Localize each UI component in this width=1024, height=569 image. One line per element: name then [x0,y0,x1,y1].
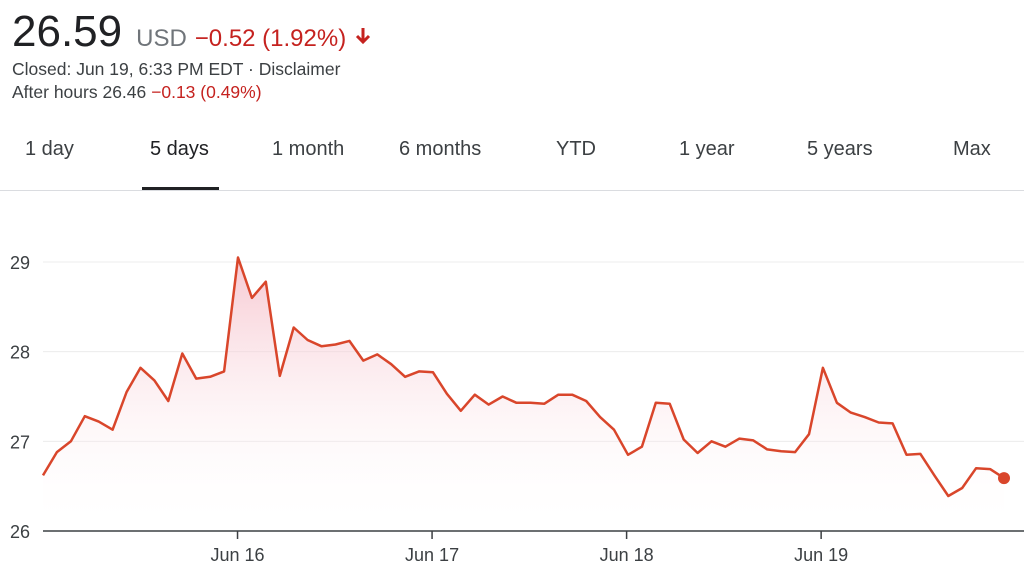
closed-text: Closed: Jun 19, 6:33 PM EDT · Disclaimer [12,59,341,79]
price-chart[interactable]: 26 27 28 29 Jun 16 Jun 17 Jun 18 Jun 19 [0,191,1024,569]
price-area [43,257,1004,531]
stock-price: 26.59 [12,7,123,56]
quote-header: 26.59 USD −0.52 (1.92%) Closed: Jun 19, … [12,6,372,104]
last-price-point [998,472,1010,485]
arrow-down-icon [356,28,371,45]
tab-1-month[interactable]: 1 month [272,138,345,160]
x-tick-label: Jun 19 [794,545,848,565]
y-tick-label: 28 [10,343,30,363]
after-hours-label: After hours 26.46 [12,82,147,102]
y-tick-label: 26 [10,522,30,542]
y-tick-label: 27 [10,432,30,452]
x-tick-label: Jun 16 [211,545,265,565]
tab-1-day[interactable]: 1 day [25,138,74,160]
currency-label: USD [136,25,187,52]
tab-max[interactable]: Max [953,138,991,160]
y-tick-label: 29 [10,253,30,273]
after-hours-info: After hours 26.46 −0.13 (0.49%) [12,81,372,104]
tab-6-months[interactable]: 6 months [399,138,482,160]
y-axis-ticks: 26 27 28 29 [10,253,30,542]
tab-5-days[interactable]: 5 days [150,138,209,160]
after-hours-change: −0.13 (0.49%) [151,82,262,102]
price-row: 26.59 USD −0.52 (1.92%) [12,6,372,58]
tab-ytd[interactable]: YTD [556,138,596,160]
tab-1-year[interactable]: 1 year [679,138,735,160]
range-tabs: 1 day 5 days 1 month 6 months YTD 1 year… [0,126,1024,191]
tab-5-years[interactable]: 5 years [807,138,873,160]
x-axis-ticks: Jun 16 Jun 17 Jun 18 Jun 19 [211,531,848,565]
x-tick-label: Jun 18 [600,545,654,565]
price-line [41,256,1005,498]
x-tick-label: Jun 17 [405,545,459,565]
active-tab-indicator [142,187,219,190]
closed-info: Closed: Jun 19, 6:33 PM EDT · Disclaimer [12,58,372,81]
price-change: −0.52 (1.92%) [194,25,347,52]
